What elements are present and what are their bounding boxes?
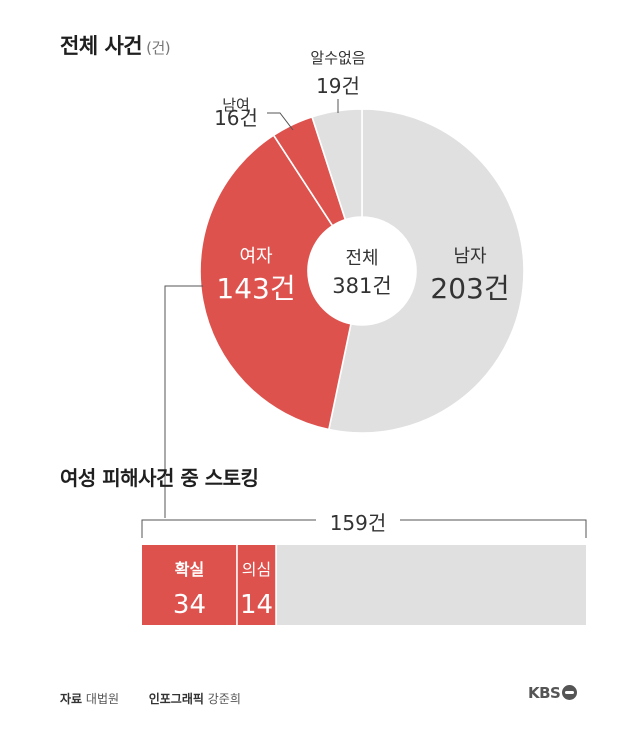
donut-slice-3-value: 16건 xyxy=(214,106,258,130)
stacked-segment-2-value: 14 xyxy=(240,590,273,620)
chart-title-text: 전체 사건 xyxy=(60,34,143,58)
stacked-segment-1-label: 확실 xyxy=(175,560,204,579)
chart-title: 전체 사건 (건) xyxy=(60,30,171,60)
kbs-logo-icon xyxy=(562,685,578,700)
graphic-label: 인포그래픽 xyxy=(148,692,204,706)
source-value: 대법원 xyxy=(85,692,120,706)
stacked-segment-1-value: 34 xyxy=(173,590,206,620)
donut-slice-2-value: 143건 xyxy=(216,272,295,305)
total-value: 159건 xyxy=(330,511,387,535)
chart-unit: (건) xyxy=(146,39,171,57)
graphic-value: 강준희 xyxy=(207,692,241,706)
total-bracket-left xyxy=(141,519,316,538)
donut-center-value: 381건 xyxy=(332,274,391,298)
donut-slice-3-label: 남여 xyxy=(222,96,250,114)
donut-slice-2 xyxy=(199,134,352,431)
stacked-segment-2 xyxy=(236,545,277,625)
source-label: 자료 xyxy=(60,692,83,706)
total-bracket-right xyxy=(400,519,587,538)
donut-center-label: 전체 xyxy=(345,248,378,269)
footer-credits: 자료 대법원 인포그래픽 강준희 xyxy=(60,690,241,707)
stacked-segment-2-label: 의심 xyxy=(242,560,271,579)
donut-slice-3-connector xyxy=(267,112,294,131)
stalking-section-title: 여성 피해사건 중 스토킹 xyxy=(60,466,259,490)
donut-slice-1 xyxy=(327,108,525,434)
stacked-segment-3 xyxy=(276,545,586,625)
donut-slice-2-label: 여자 xyxy=(239,246,273,267)
donut-slice-1-value: 203건 xyxy=(430,272,509,305)
female-to-stalking-connector xyxy=(164,285,203,518)
kbs-logo-text: KBS xyxy=(528,684,561,702)
donut-slice-4 xyxy=(311,108,363,221)
stacked-segment-1 xyxy=(142,545,237,625)
donut-slice-1-label: 남자 xyxy=(453,246,487,267)
kbs-logo: KBS xyxy=(528,684,578,702)
donut-slice-4-label: 알수없음 xyxy=(310,49,365,67)
donut-slice-4-value: 19건 xyxy=(316,74,360,98)
